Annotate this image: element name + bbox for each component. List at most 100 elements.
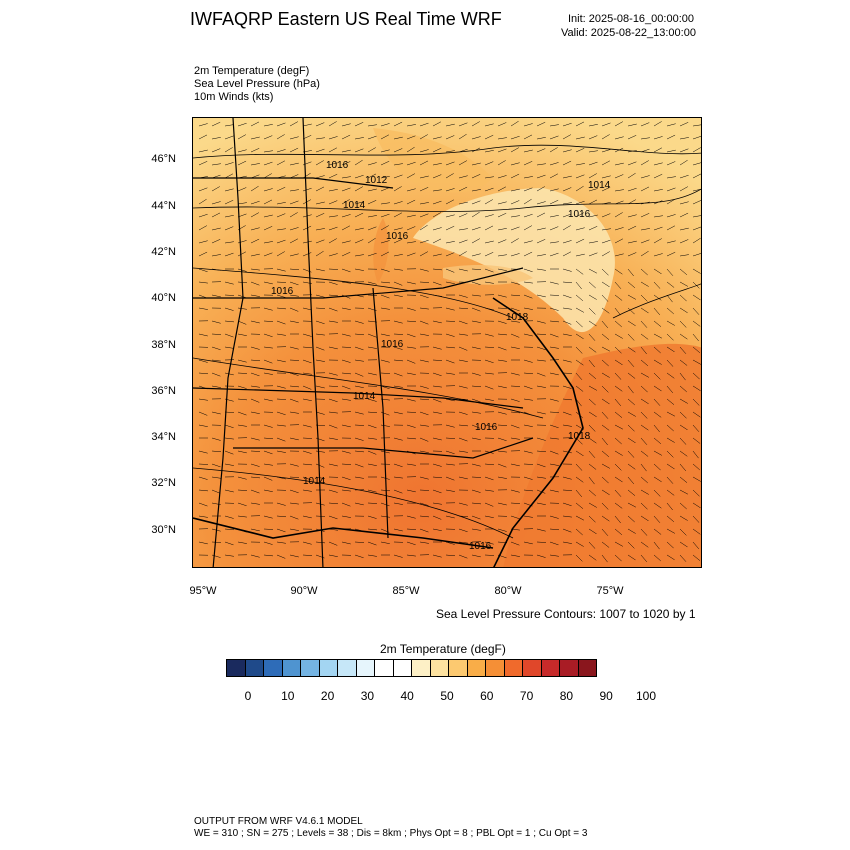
wind-barb xyxy=(289,238,299,244)
wind-barb xyxy=(458,541,468,544)
wind-barb xyxy=(432,320,442,324)
wind-barb xyxy=(484,515,494,518)
wind-barb xyxy=(250,528,260,532)
wind-barb xyxy=(354,359,364,362)
wind-barb xyxy=(458,346,468,351)
wind-barb xyxy=(341,199,350,205)
wind-barb xyxy=(640,359,649,366)
wind-barb xyxy=(536,450,547,453)
wind-barb xyxy=(536,227,546,231)
wind-barb xyxy=(393,186,402,192)
wind-barb xyxy=(263,333,273,338)
wind-barb xyxy=(653,147,663,153)
wind-barb xyxy=(445,161,455,166)
wind-barb xyxy=(653,450,663,456)
wind-barb xyxy=(510,411,521,414)
wind-barb xyxy=(354,502,364,506)
wind-barb xyxy=(263,515,273,519)
wind-barb xyxy=(523,268,533,273)
wind-barb xyxy=(588,161,598,166)
wind-barb xyxy=(575,238,585,244)
wind-barb xyxy=(562,398,573,401)
wind-barb xyxy=(575,163,585,166)
wind-barb xyxy=(653,226,663,231)
wind-barb xyxy=(393,294,403,297)
wind-barb xyxy=(601,398,610,405)
wind-barb xyxy=(666,333,674,341)
wind-barb xyxy=(471,294,481,297)
wind-barb xyxy=(367,200,377,205)
wind-barb xyxy=(341,359,351,363)
wind-barb xyxy=(406,489,416,493)
wind-barb xyxy=(263,489,273,492)
wind-barb xyxy=(471,346,481,350)
wind-barb xyxy=(354,476,364,479)
wind-barb xyxy=(237,187,247,192)
model-config: WE = 310 ; SN = 275 ; Levels = 38 ; Dis … xyxy=(194,828,588,839)
wind-barb xyxy=(471,424,481,429)
wind-barb xyxy=(679,502,687,510)
wind-barb xyxy=(445,450,455,455)
wind-barb xyxy=(315,250,324,257)
wind-barb xyxy=(393,238,403,244)
wind-barb xyxy=(380,294,390,299)
border-georgia-alabama xyxy=(372,287,389,539)
wind-barb xyxy=(510,173,520,179)
wind-barb xyxy=(536,372,546,377)
wind-barb xyxy=(432,372,442,377)
wind-barb xyxy=(536,239,546,244)
wind-barb xyxy=(276,213,286,218)
wind-barb xyxy=(250,372,260,377)
isobar-label: 1018 xyxy=(568,431,591,442)
wind-barb xyxy=(367,554,377,557)
wind-barb xyxy=(393,489,403,494)
wind-barb xyxy=(679,254,689,257)
wind-barb xyxy=(211,450,222,453)
wind-barb xyxy=(588,241,598,244)
wind-barb xyxy=(614,450,623,456)
wind-barb xyxy=(471,489,481,493)
wind-barb xyxy=(497,186,507,192)
wind-barb xyxy=(562,225,571,231)
wind-barb xyxy=(458,175,468,179)
wind-barb xyxy=(510,253,520,257)
wind-barb xyxy=(328,411,338,414)
wind-barb xyxy=(692,424,700,432)
wind-barb xyxy=(302,489,312,492)
wind-barb xyxy=(341,541,351,545)
wind-barb xyxy=(393,528,403,532)
wind-barb xyxy=(341,268,351,273)
wind-barb xyxy=(562,541,572,544)
wind-barb xyxy=(393,201,403,205)
init-time: Init: 2025-08-16_00:00:00 xyxy=(568,13,694,25)
wind-barb xyxy=(536,554,546,558)
colorbar-swatch xyxy=(318,659,338,677)
wind-barb xyxy=(640,320,648,328)
wind-barb xyxy=(510,147,520,153)
wind-barb xyxy=(536,528,546,532)
wind-barb xyxy=(380,541,390,544)
wind-barb xyxy=(679,515,688,521)
wind-barb xyxy=(588,333,596,341)
wind-barb xyxy=(432,411,442,414)
wind-barb xyxy=(315,411,325,415)
wind-barb xyxy=(523,161,533,166)
wind-barb xyxy=(614,463,622,471)
wind-barb xyxy=(419,160,429,166)
wind-barb xyxy=(432,528,442,531)
wind-barb xyxy=(289,372,299,376)
wind-barb xyxy=(406,463,416,466)
wind-barb xyxy=(419,281,430,283)
wind-barb xyxy=(211,320,221,324)
wind-barb xyxy=(549,188,559,192)
wind-barb xyxy=(445,188,455,192)
wind-barb xyxy=(458,133,467,140)
wind-barb xyxy=(575,253,585,257)
isobar-label: 1016 xyxy=(381,339,404,350)
wind-barb xyxy=(549,463,559,466)
wind-barb xyxy=(393,554,403,558)
wind-barb xyxy=(263,437,274,440)
isobar-label: 1016 xyxy=(469,541,492,552)
wind-barb xyxy=(354,174,364,179)
wind-barb xyxy=(588,294,597,300)
